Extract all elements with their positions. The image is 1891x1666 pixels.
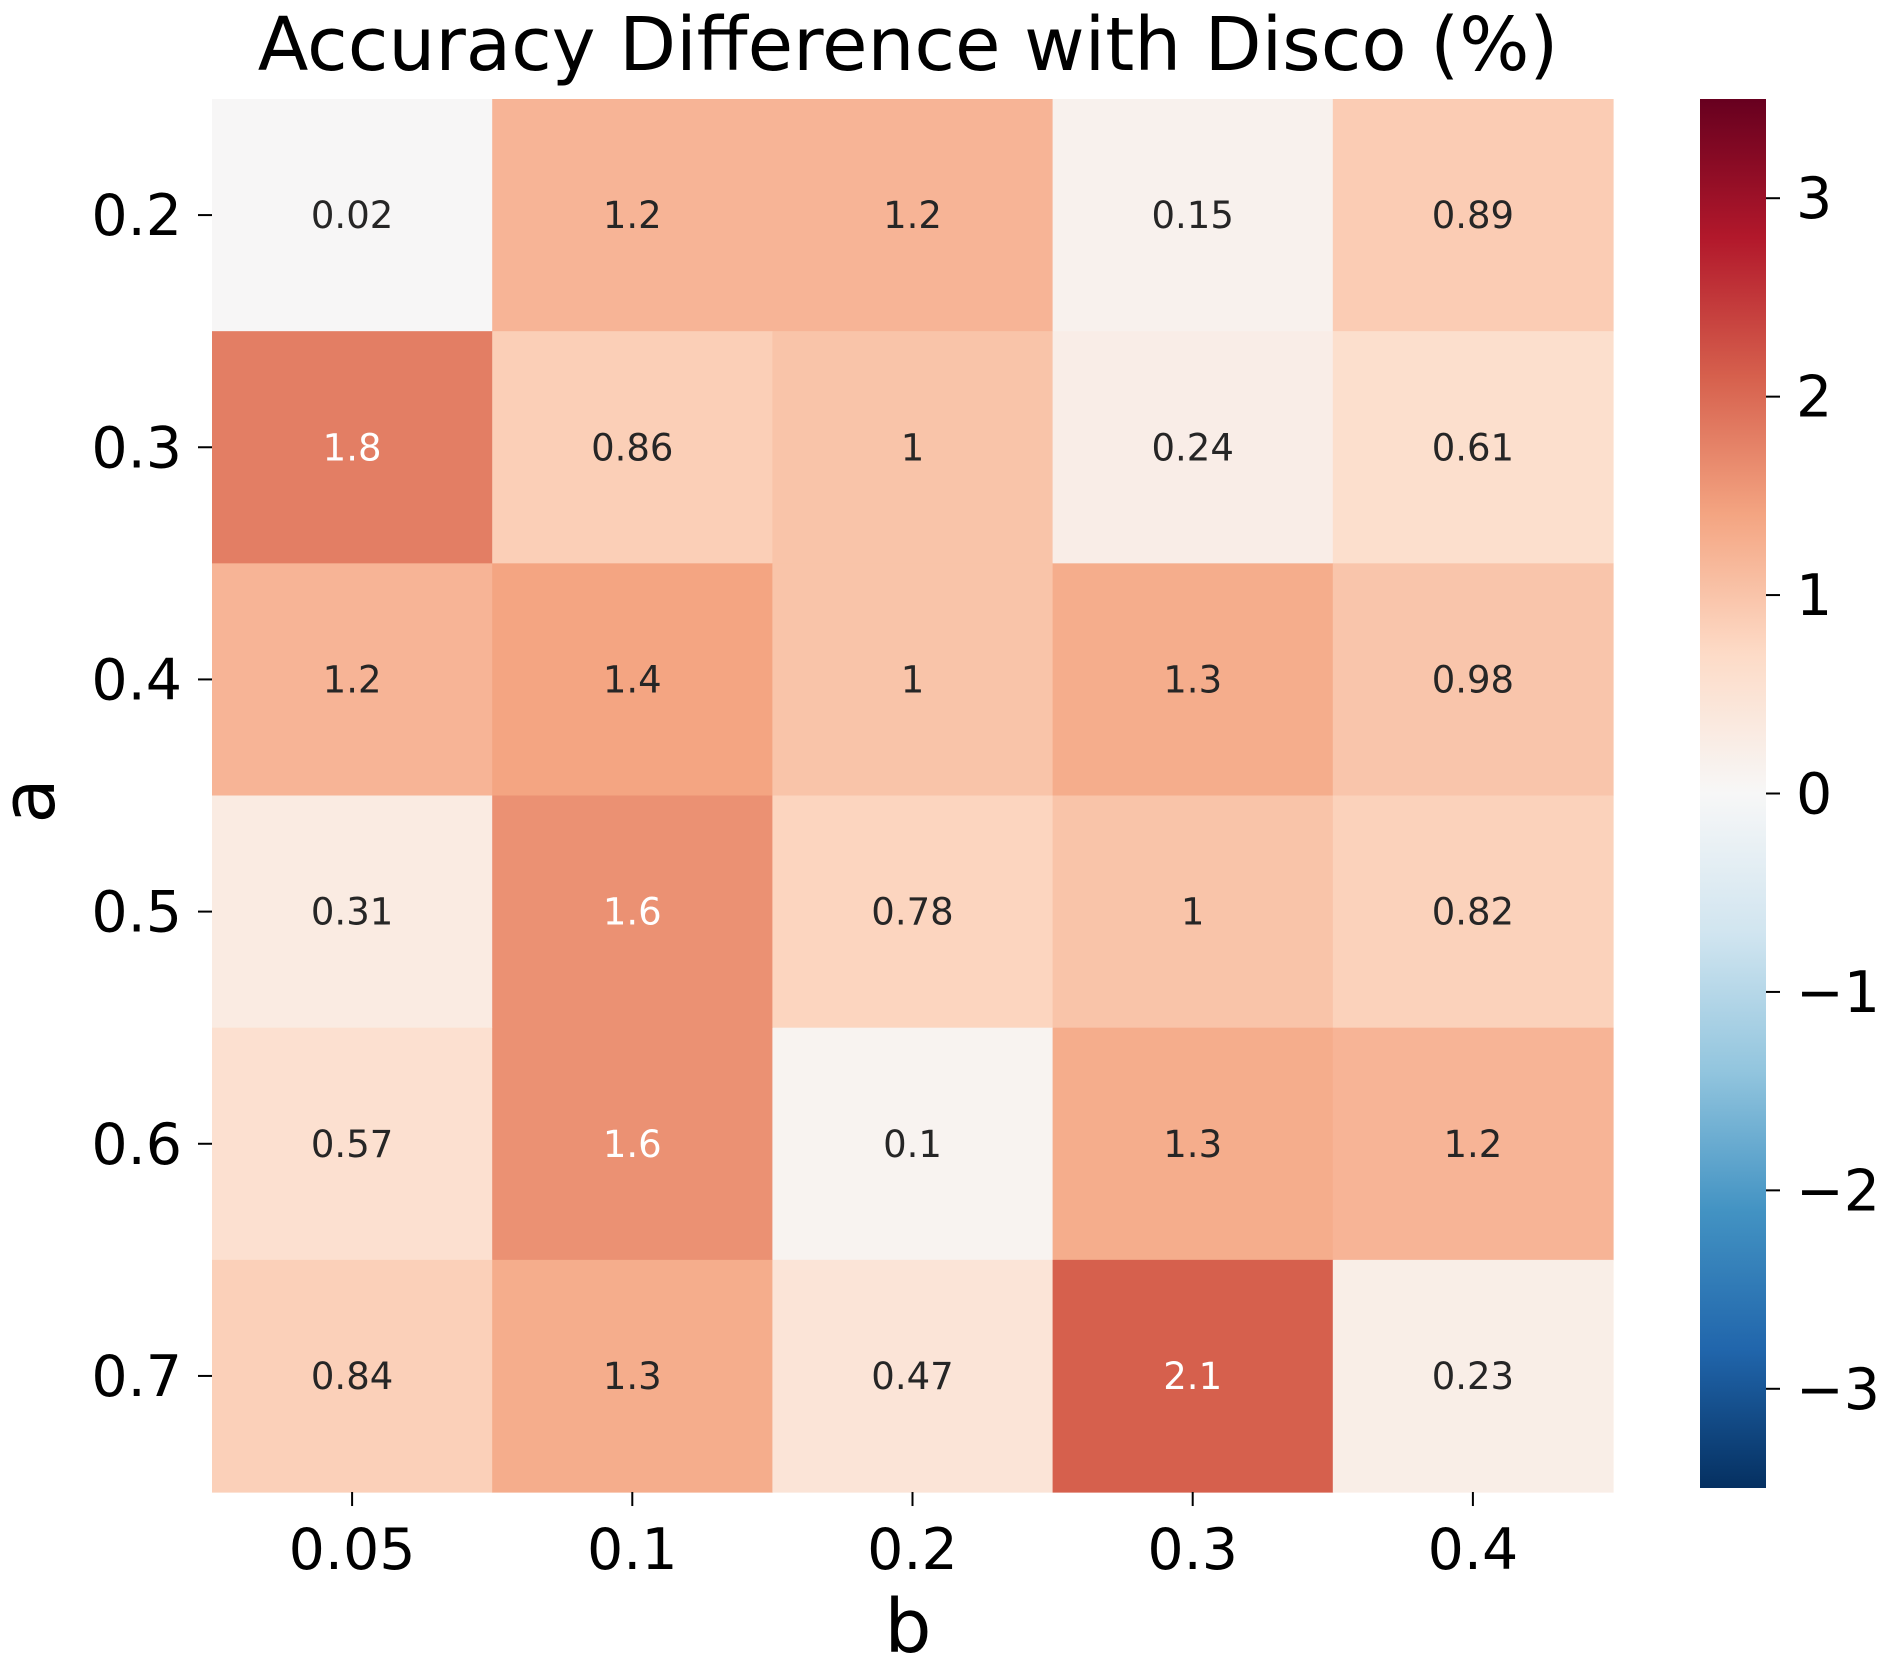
heatmap-cell <box>212 99 493 332</box>
heatmap-cell <box>1332 331 1614 564</box>
x-tick-label: 0.05 <box>289 1517 416 1583</box>
cell-value-label: 0.86 <box>591 426 673 469</box>
heatmap-cell <box>212 563 493 797</box>
colorbar-tick-label: 1 <box>1796 563 1832 629</box>
cell-value-label: 1 <box>1181 891 1205 934</box>
heatmap-cell <box>772 1259 1054 1493</box>
cell-value-label: 0.84 <box>311 1355 393 1398</box>
cell-value-label: 0.23 <box>1432 1355 1514 1398</box>
colorbar-tick-label: −2 <box>1796 1158 1880 1224</box>
colorbar-tick-label: −3 <box>1796 1357 1880 1423</box>
cell-value-label: 1 <box>901 426 925 469</box>
y-axis: 0.2 0.3 0.4 0.5 0.6 0.7 <box>91 183 212 1410</box>
heatmap-cell <box>492 331 773 564</box>
heatmap-cell <box>492 1259 773 1493</box>
heatmap-cell <box>1332 99 1614 332</box>
heatmap-cell <box>1052 563 1334 797</box>
x-tick-label: 0.2 <box>867 1517 958 1583</box>
cell-value-label: 0.31 <box>311 891 393 934</box>
y-tick-label: 0.7 <box>91 1344 182 1410</box>
cell-value-label: 0.82 <box>1432 891 1514 934</box>
y-axis-label: a <box>0 778 72 823</box>
cell-value-label: 1.4 <box>603 658 662 701</box>
cell-value-label: 0.47 <box>871 1355 953 1398</box>
heatmap-cell <box>212 1027 493 1261</box>
heatmap-cell <box>492 795 773 1029</box>
cell-value-label: 1.3 <box>1163 658 1222 701</box>
heatmap-cell <box>1332 1259 1614 1493</box>
x-axis-label: b <box>885 1584 932 1666</box>
x-tick-label: 0.1 <box>587 1517 678 1583</box>
cell-value-label: 1.2 <box>323 658 382 701</box>
cell-value-label: 0.24 <box>1152 426 1234 469</box>
cell-value-label: 1.3 <box>603 1355 662 1398</box>
cell-value-label: 1.2 <box>603 194 662 237</box>
heatmap-cell <box>772 1027 1054 1261</box>
cell-value-label: 0.98 <box>1432 658 1514 701</box>
cell-value-label: 0.15 <box>1152 194 1234 237</box>
y-tick-label: 0.6 <box>91 1112 182 1178</box>
colorbar-tick-label: 3 <box>1796 166 1832 232</box>
cell-annotations: 0.02 1.2 1.2 0.15 0.89 1.8 0.86 1 0.24 0.61 1.2 1.4… <box>311 194 1514 1398</box>
y-tick-label: 0.4 <box>91 647 182 713</box>
cell-value-label: 0.57 <box>311 1123 393 1166</box>
heatmap-cell <box>212 1259 493 1493</box>
heatmap-cell <box>212 331 493 564</box>
heatmap-cell <box>1052 99 1334 332</box>
colorbar-ticks: 3 2 1 0 −1 −2 −3 <box>1766 166 1880 1423</box>
heatmap-cell <box>772 331 1054 564</box>
heatmap-cell <box>212 795 493 1029</box>
heatmap-cell <box>1052 1259 1334 1493</box>
heatmap-cell <box>1052 795 1334 1029</box>
cell-value-label: 1.6 <box>603 1123 662 1166</box>
cell-value-label: 0.78 <box>871 891 953 934</box>
chart-title: Accuracy Difference with Disco (%) <box>258 2 1559 88</box>
heatmap-cell <box>1052 331 1334 564</box>
heatmap-cell <box>492 563 773 797</box>
cell-value-label: 1 <box>901 658 925 701</box>
x-tick-label: 0.4 <box>1428 1517 1519 1583</box>
heatmap-cell <box>772 563 1054 797</box>
heatmap-cell <box>772 99 1054 332</box>
heatmap-cell <box>1052 1027 1334 1261</box>
cell-value-label: 2.1 <box>1163 1355 1222 1398</box>
colorbar-tick-label: 2 <box>1796 365 1832 431</box>
y-tick-label: 0.3 <box>91 415 182 481</box>
heatmap-cell <box>492 1027 773 1261</box>
x-tick-label: 0.3 <box>1147 1517 1238 1583</box>
heatmap-cell <box>772 795 1054 1029</box>
cell-value-label: 1.2 <box>883 194 942 237</box>
cell-value-label: 0.61 <box>1432 426 1514 469</box>
cell-value-label: 1.8 <box>323 426 382 469</box>
colorbar-tick-label: −1 <box>1796 960 1880 1026</box>
cell-value-label: 0.02 <box>311 194 393 237</box>
y-tick-label: 0.5 <box>91 880 182 946</box>
cell-value-label: 0.1 <box>883 1123 942 1166</box>
x-axis: 0.05 0.1 0.2 0.3 0.4 <box>289 1492 1519 1583</box>
heatmap-cell <box>1332 795 1614 1029</box>
cell-value-label: 1.3 <box>1163 1123 1222 1166</box>
heatmap-cell <box>1332 563 1614 797</box>
cell-value-label: 1.6 <box>603 891 662 934</box>
colorbar-tick-label: 0 <box>1796 762 1832 828</box>
heatmap-cell <box>492 99 773 332</box>
colorbar <box>1700 99 1766 1488</box>
heatmap-cell <box>1332 1027 1614 1261</box>
y-tick-label: 0.2 <box>91 183 182 249</box>
heatmap-cells <box>212 99 1614 1493</box>
cell-value-label: 0.89 <box>1432 194 1514 237</box>
cell-value-label: 1.2 <box>1443 1123 1502 1166</box>
